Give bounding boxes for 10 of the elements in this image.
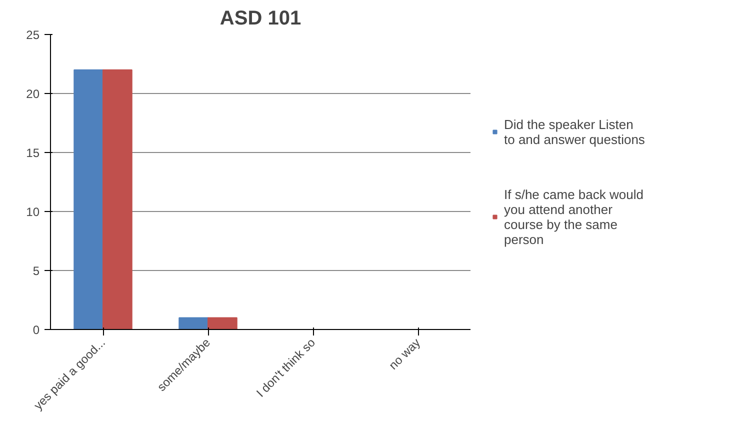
legend-label: If s/he came back would you attend another course by the same person [504, 186, 644, 246]
y-tick-label: 10 [26, 205, 40, 219]
y-tick-label: 20 [26, 87, 40, 101]
x-tick-label: no way [386, 336, 423, 372]
y-tick-label: 5 [32, 264, 40, 278]
y-tick-label: 15 [26, 146, 40, 160]
y-tick-label: 0 [32, 323, 40, 337]
legend-label: Did the speaker Listen to and answer questions [504, 116, 645, 146]
chart-title: ASD 101 [220, 8, 302, 30]
y-tick-label: 25 [26, 28, 40, 42]
